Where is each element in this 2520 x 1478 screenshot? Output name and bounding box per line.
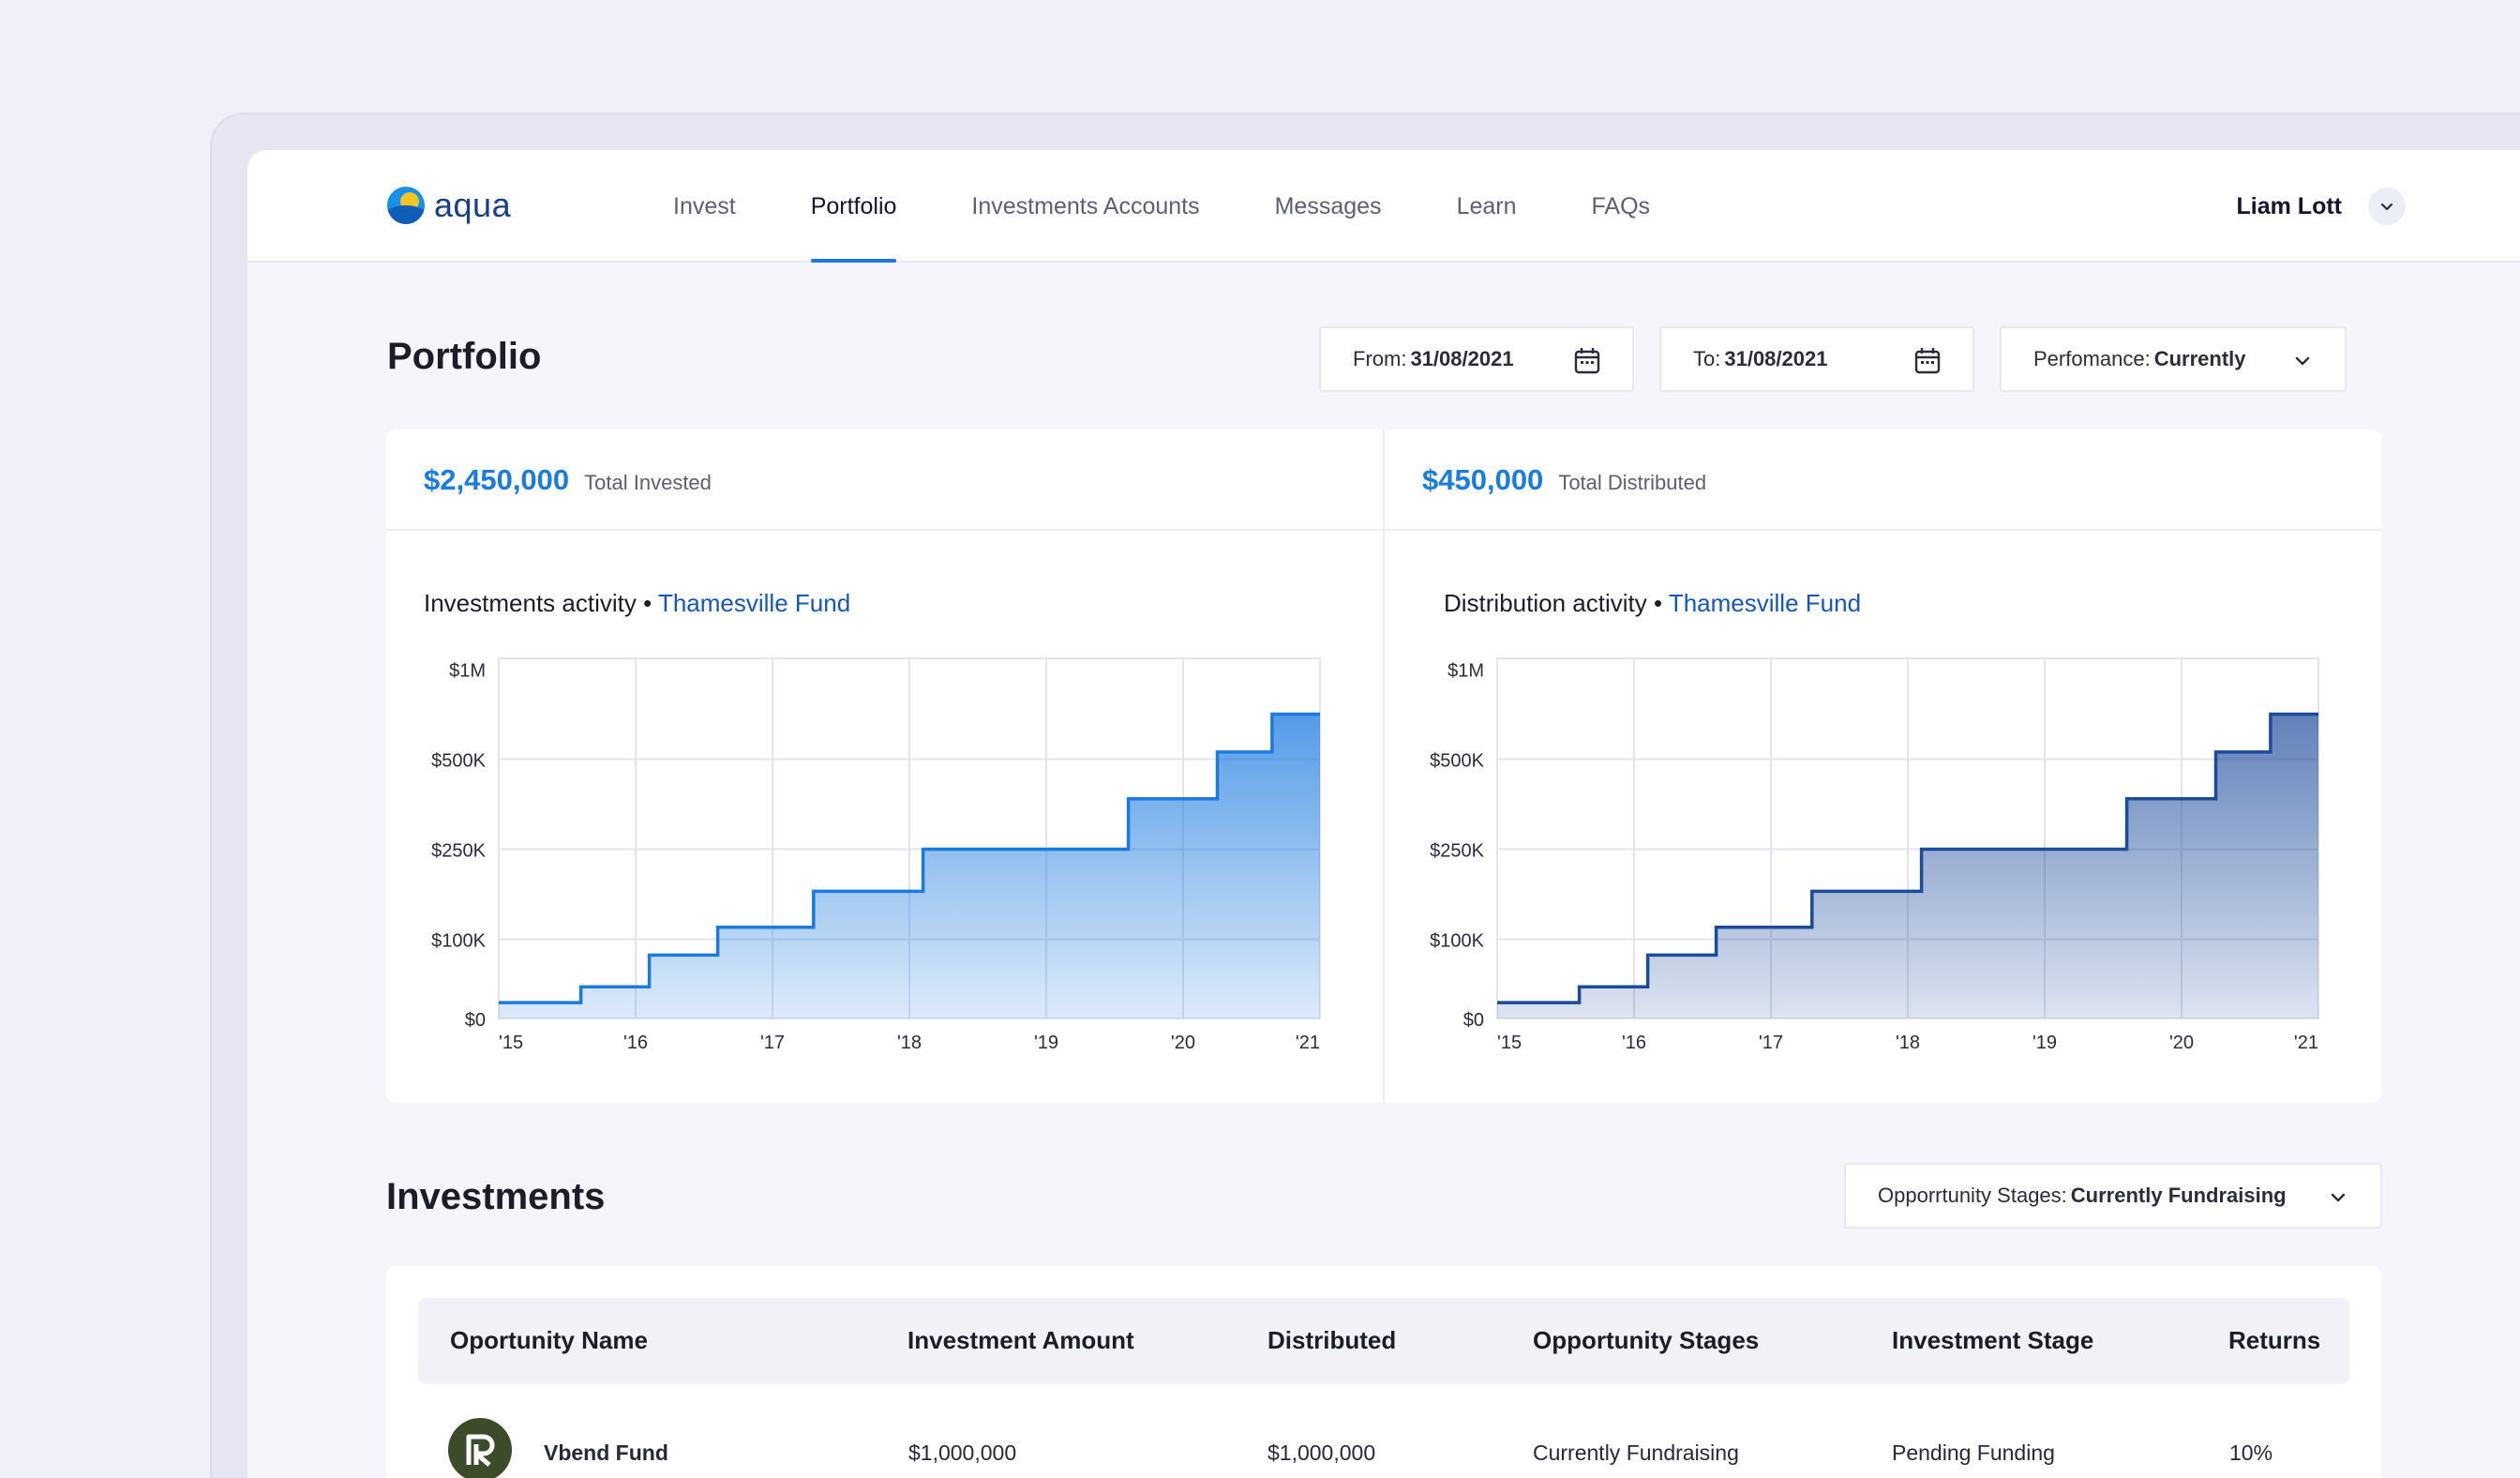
investments-activity-chart: $0 $100K $250K $500K $1M '15 '16 '17 '18 '19 '20 '2… <box>431 657 1321 1048</box>
distributed-amount: $1,000,000 <box>1268 1440 1376 1465</box>
chevron-down-icon <box>2295 356 2310 366</box>
page-title: Portfolio <box>387 336 542 377</box>
top-navigation: aqua Invest Portfolio Investments Accoun… <box>248 150 2520 263</box>
x-tick-label: '16 <box>1622 1033 1646 1048</box>
column-header-returns[interactable]: Returns <box>2228 1326 2321 1354</box>
app-window: aqua Invest Portfolio Investments Accoun… <box>248 150 2520 1478</box>
total-distributed-amount: $450,000 <box>1422 463 1544 496</box>
x-tick-label: '19 <box>2032 1033 2057 1048</box>
nav-item-invest[interactable]: Invest <box>673 192 736 219</box>
card-divider-vertical <box>1383 430 1385 1103</box>
returns: 10% <box>2229 1440 2273 1465</box>
nav-item-messages[interactable]: Messages <box>1274 192 1382 219</box>
from-label: From: <box>1353 347 1407 370</box>
investment-stage: Pending Funding <box>1892 1440 2055 1465</box>
user-menu-button[interactable] <box>2368 188 2406 225</box>
logo-text: aqua <box>434 186 512 224</box>
total-invested-stat: $2,450,000 Total Invested <box>424 463 712 497</box>
performance-dropdown[interactable]: Perfomance: Currently <box>2000 326 2347 392</box>
x-tick-label: '17 <box>760 1033 785 1048</box>
y-tick-label: $0 <box>465 1010 486 1031</box>
column-header-investment-stage[interactable]: Investment Stage <box>1892 1326 2094 1354</box>
series-line <box>499 712 1320 1004</box>
total-distributed-stat: $450,000 Total Distributed <box>1422 463 1706 497</box>
y-tick-label: $250K <box>1430 841 1484 862</box>
x-tick-label: '15 <box>1497 1033 1522 1048</box>
x-tick-label: '18 <box>1896 1033 1920 1048</box>
from-value: 31/08/2021 <box>1410 347 1514 370</box>
y-tick-label: $1M <box>1448 661 1484 682</box>
nav-item-faqs[interactable]: FAQs <box>1591 192 1651 219</box>
x-tick-label: '21 <box>1296 1033 1320 1048</box>
y-tick-label: $500K <box>431 751 486 772</box>
logo-mark-icon <box>387 187 425 224</box>
calendar-icon <box>1574 348 1600 374</box>
total-invested-amount: $2,450,000 <box>424 463 570 496</box>
x-tick-label: '20 <box>1171 1033 1195 1048</box>
user-menu[interactable]: Liam Lott <box>2236 188 2406 225</box>
chevron-down-icon <box>2331 1193 2346 1202</box>
investments-chart-title: Investments activity • Thamesville Fund <box>424 589 850 618</box>
nav-item-learn[interactable]: Learn <box>1456 192 1517 219</box>
x-tick-label: '20 <box>2169 1033 2194 1048</box>
y-tick-label: $250K <box>431 841 486 862</box>
user-name: Liam Lott <box>2236 192 2343 219</box>
from-date-picker[interactable]: From: 31/08/2021 <box>1319 326 1634 392</box>
fund-logo-icon <box>448 1418 512 1478</box>
area-fill <box>499 714 1320 1018</box>
x-tick-label: '16 <box>623 1033 648 1048</box>
portfolio-summary-card: $2,450,000 Total Invested $450,000 Total… <box>386 430 2381 1103</box>
card-divider-horizontal <box>386 529 2381 531</box>
investments-chart-title-text: Investments activity • <box>424 589 652 617</box>
table-row[interactable]: Vbend Fund $1,000,000 $1,000,000 Current… <box>418 1407 2349 1478</box>
column-header-opportunity-name[interactable]: Oportunity Name <box>450 1326 648 1354</box>
distribution-fund-link[interactable]: Thamesville Fund <box>1668 589 1862 617</box>
investments-fund-link[interactable]: Thamesville Fund <box>657 589 851 617</box>
nav-item-investments-accounts[interactable]: Investments Accounts <box>971 192 1200 219</box>
to-date-picker[interactable]: To: 31/08/2021 <box>1659 326 1974 392</box>
total-distributed-label: Total Distributed <box>1558 471 1707 494</box>
y-tick-label: $100K <box>431 931 486 952</box>
distribution-chart-title-text: Distribution activity • <box>1444 589 1663 617</box>
investment-amount: $1,000,000 <box>908 1440 1017 1465</box>
column-header-investment-amount[interactable]: Investment Amount <box>908 1326 1134 1354</box>
investments-table: Oportunity Name Investment Amount Distri… <box>386 1266 2381 1478</box>
total-invested-label: Total Invested <box>584 471 712 494</box>
main-nav: Invest Portfolio Investments Accounts Me… <box>673 150 1725 263</box>
performance-value: Currently <box>2153 347 2246 370</box>
area-fill <box>1497 714 2318 1018</box>
y-tick-label: $1M <box>449 661 486 682</box>
x-tick-label: '19 <box>1034 1033 1058 1048</box>
to-label: To: <box>1693 347 1721 370</box>
performance-label: Perfomance: <box>2033 347 2151 370</box>
y-tick-label: $500K <box>1430 751 1484 772</box>
chevron-down-icon <box>2380 203 2393 211</box>
distribution-activity-chart: $0 $100K $250K $500K $1M '15 '16 '17 '18 '19 '20 '2… <box>1430 657 2319 1048</box>
opportunity-stage: Currently Fundraising <box>1533 1440 1739 1465</box>
opportunity-stages-value: Currently Fundraising <box>2070 1184 2287 1207</box>
to-value: 31/08/2021 <box>1724 347 1828 370</box>
y-tick-label: $0 <box>1463 1010 1484 1031</box>
table-header: Oportunity Name Investment Amount Distri… <box>418 1298 2349 1384</box>
x-tick-label: '21 <box>2294 1033 2318 1048</box>
x-tick-label: '15 <box>499 1033 523 1048</box>
opportunity-stages-dropdown[interactable]: Opporrtunity Stages: Currently Fundraisi… <box>1844 1163 2382 1229</box>
column-header-opportunity-stages[interactable]: Opportunity Stages <box>1533 1326 1760 1354</box>
series-line <box>1497 712 2318 1004</box>
nav-item-portfolio[interactable]: Portfolio <box>810 150 896 263</box>
x-tick-label: '18 <box>897 1033 922 1048</box>
calendar-icon <box>1914 348 1941 374</box>
x-tick-label: '17 <box>1759 1033 1783 1048</box>
logo[interactable]: aqua <box>387 186 511 225</box>
opportunity-stages-label: Opporrtunity Stages: <box>1878 1184 2067 1207</box>
investments-title: Investments <box>386 1176 606 1217</box>
column-header-distributed[interactable]: Distributed <box>1268 1326 1397 1354</box>
distribution-chart-title: Distribution activity • Thamesville Fund <box>1444 589 1861 618</box>
opportunity-name[interactable]: Vbend Fund <box>544 1440 668 1465</box>
y-tick-label: $100K <box>1430 931 1484 952</box>
